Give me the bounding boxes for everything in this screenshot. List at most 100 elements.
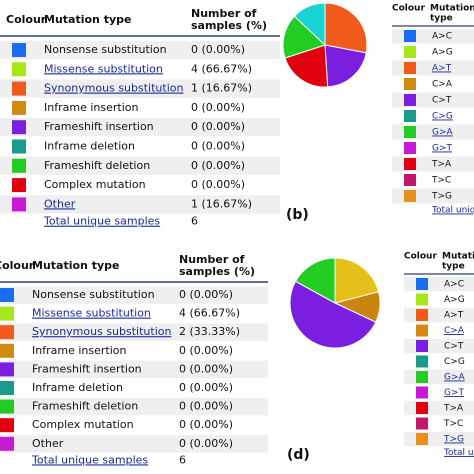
swatch <box>12 139 26 154</box>
row-bg <box>0 156 280 175</box>
mutation-type: C>T <box>432 96 452 106</box>
link[interactable]: A>T <box>432 64 452 74</box>
swatch <box>12 81 26 96</box>
row-bg <box>0 195 280 214</box>
row-bg <box>0 397 268 416</box>
row-bg <box>0 360 268 379</box>
link[interactable]: Total unique samples <box>43 215 160 228</box>
row-bg <box>0 416 268 434</box>
row-bg <box>0 137 280 156</box>
mutation-type: Frameshift deletion <box>32 400 138 413</box>
row-bg <box>0 79 280 98</box>
link[interactable]: Total unique samples <box>31 453 148 466</box>
swatch <box>416 278 428 290</box>
total: 6 <box>191 215 198 228</box>
link[interactable]: Total unique <box>431 206 474 216</box>
swatch <box>404 30 416 42</box>
link[interactable]: C>A <box>444 326 465 336</box>
link[interactable]: G>T <box>432 144 453 154</box>
samples: 0 (0.00%) <box>191 159 245 172</box>
swatch <box>12 100 26 115</box>
header: type <box>430 14 453 24</box>
row-bg <box>404 338 474 354</box>
swatch <box>12 178 26 193</box>
link[interactable]: Missense substitution <box>44 62 163 75</box>
samples: 4 (66.67%) <box>191 62 252 75</box>
mutation-type: C>G <box>444 357 465 367</box>
samples: 0 (0.00%) <box>179 288 233 301</box>
header: Colour <box>404 252 437 262</box>
samples: 0 (0.00%) <box>179 362 233 375</box>
row-bg <box>0 379 268 397</box>
header: samples (%) <box>191 19 267 32</box>
row-bg <box>0 118 280 137</box>
mutation-type: Complex mutation <box>44 178 146 191</box>
link[interactable]: Synonymous substitution <box>32 325 171 338</box>
row-bg <box>404 307 474 323</box>
swatch <box>416 340 428 352</box>
swatch <box>416 402 428 414</box>
link[interactable]: G>A <box>444 373 466 383</box>
samples: 0 (0.00%) <box>179 344 233 357</box>
swatch <box>416 293 428 306</box>
header: Colour <box>6 13 47 26</box>
swatch <box>404 110 416 122</box>
link[interactable]: Synonymous substitution <box>44 82 183 95</box>
swatch <box>0 418 14 433</box>
swatch <box>416 371 428 383</box>
swatch <box>404 126 416 138</box>
mutation-type: A>G <box>444 295 465 305</box>
samples: 0 (0.00%) <box>191 178 245 191</box>
pie-slice <box>294 257 336 304</box>
link[interactable]: C>G <box>432 112 453 122</box>
pie-slice <box>324 44 367 88</box>
row-bg <box>0 40 280 60</box>
header: Colour <box>392 4 425 14</box>
link[interactable]: Total unique <box>443 448 474 458</box>
swatch <box>12 62 26 77</box>
swatch <box>0 343 14 358</box>
link[interactable]: G>T <box>444 388 465 398</box>
panel-label: (b) <box>286 207 309 223</box>
link[interactable]: Other <box>44 197 76 210</box>
row-bg <box>0 60 280 79</box>
swatch <box>404 94 416 106</box>
samples: 0 (0.00%) <box>179 381 233 394</box>
link[interactable]: Missense substitution <box>32 307 151 320</box>
swatch <box>404 190 416 202</box>
row-bg <box>0 286 268 304</box>
header: Mutation <box>442 252 474 262</box>
row-bg <box>0 435 268 453</box>
swatch <box>404 78 416 90</box>
swatch <box>404 158 416 170</box>
samples: 0 (0.00%) <box>191 101 245 114</box>
samples: 0 (0.00%) <box>179 437 233 450</box>
pie-slice <box>293 2 326 47</box>
samples: 0 (0.00%) <box>191 43 245 56</box>
pie-slice <box>324 2 368 54</box>
swatch <box>416 386 428 399</box>
header: Colour <box>0 259 35 272</box>
row-bg <box>404 416 474 431</box>
total: 6 <box>179 453 186 466</box>
swatch <box>404 62 416 74</box>
mutation-type: A>T <box>444 311 464 321</box>
pie-slice <box>284 44 329 88</box>
header: type <box>442 262 465 272</box>
swatch <box>12 43 26 57</box>
mutation-type: Nonsense substitution <box>44 43 167 56</box>
mutation-type: T>A <box>443 404 464 414</box>
link[interactable]: T>G <box>443 435 464 445</box>
mutation-type: T>G <box>431 192 452 202</box>
swatch <box>0 306 14 321</box>
header: Number of <box>179 253 245 266</box>
swatch <box>416 417 428 430</box>
mutation-type: A>G <box>432 48 453 58</box>
samples: 1 (16.67%) <box>191 197 252 210</box>
row-bg <box>404 400 474 416</box>
swatch <box>416 355 428 368</box>
pie-slice <box>289 280 377 349</box>
link[interactable]: G>A <box>432 128 454 138</box>
mutation-type: C>T <box>444 342 464 352</box>
swatch <box>0 436 14 451</box>
